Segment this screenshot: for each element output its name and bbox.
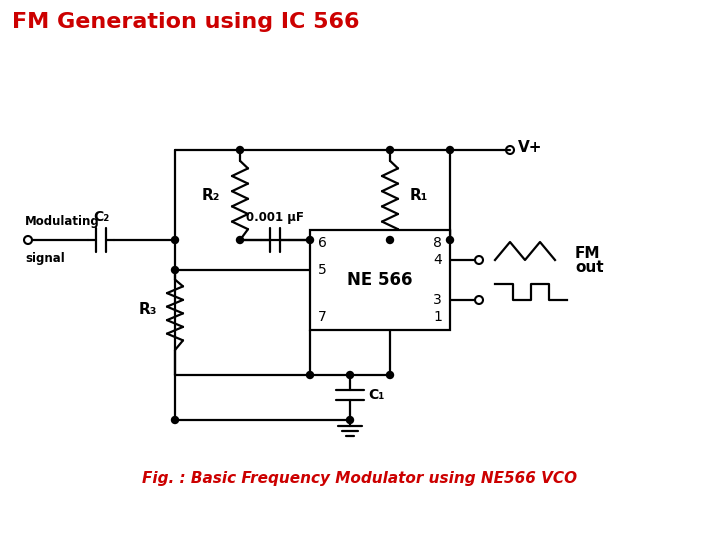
Circle shape	[446, 237, 454, 244]
Text: C₂: C₂	[93, 210, 109, 224]
Circle shape	[171, 237, 179, 244]
Circle shape	[307, 372, 313, 379]
Text: C₁: C₁	[368, 388, 384, 402]
Circle shape	[387, 146, 394, 153]
Circle shape	[387, 372, 394, 379]
Circle shape	[171, 267, 179, 273]
Text: FM Generation using IC 566: FM Generation using IC 566	[12, 12, 359, 32]
Text: 6: 6	[318, 236, 327, 250]
Text: 4: 4	[433, 253, 442, 267]
Circle shape	[236, 146, 243, 153]
Text: R₂: R₂	[202, 187, 220, 202]
Circle shape	[446, 146, 454, 153]
Text: NE 566: NE 566	[347, 271, 413, 289]
Text: 7: 7	[318, 310, 327, 324]
Text: Fig. : Basic Frequency Modulator using NE566 VCO: Fig. : Basic Frequency Modulator using N…	[143, 470, 577, 485]
Text: V+: V+	[518, 139, 542, 154]
Text: 1: 1	[433, 310, 442, 324]
Text: 5: 5	[318, 263, 327, 277]
Text: FM: FM	[575, 246, 600, 261]
Text: Modulating: Modulating	[25, 215, 100, 228]
Circle shape	[171, 416, 179, 423]
Circle shape	[236, 237, 243, 244]
Circle shape	[307, 237, 313, 244]
Text: R₁: R₁	[410, 187, 428, 202]
Text: 8: 8	[433, 236, 442, 250]
Text: 3: 3	[433, 293, 442, 307]
Bar	[310, 230, 450, 330]
Text: 0.001 μF: 0.001 μF	[246, 211, 304, 224]
Text: signal: signal	[25, 252, 65, 265]
Text: out: out	[575, 260, 603, 275]
Circle shape	[346, 416, 354, 423]
Circle shape	[387, 237, 394, 244]
Text: R₃: R₃	[138, 302, 157, 318]
Circle shape	[346, 372, 354, 379]
